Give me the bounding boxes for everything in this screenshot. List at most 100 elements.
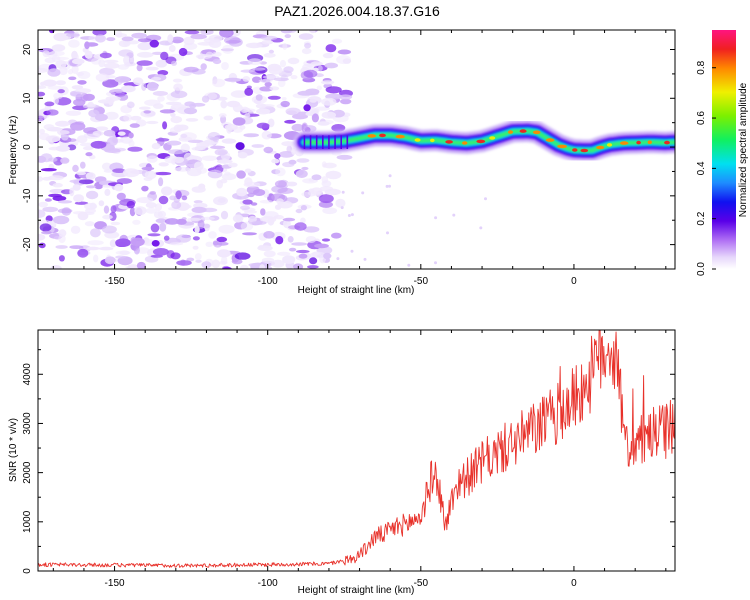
noise-blob [207,169,223,179]
signal-peak [532,130,541,135]
noise-blob [251,220,267,225]
noise-blob [200,30,214,35]
noise-blob [331,124,346,132]
noise-blob [130,115,142,121]
noise-blob [310,187,323,195]
noise-blob [106,37,116,42]
noise-blob [230,90,248,98]
noise-blob [263,231,275,239]
noise-blob [186,257,195,262]
noise-blob [137,38,152,43]
noise-blob [258,244,265,249]
noise-blob [325,170,342,180]
noise-blob [226,40,241,44]
noise-blob [197,41,214,46]
noise-blob [287,236,294,243]
noise-blob [170,36,184,44]
noise-blob [183,42,198,50]
noise-blob [301,166,309,171]
snr-y-axis-label: SNR (10 * v/v) [8,418,19,482]
noise-blob [260,216,277,223]
noise-blob [288,30,297,33]
noise-blob [201,95,210,103]
noise-blob [58,229,67,238]
noise-blob [144,170,157,180]
noise-blob [44,198,52,202]
noise-blob [95,126,109,131]
noise-blob [90,140,107,149]
noise-blob [260,104,275,108]
noise-blob [173,124,183,132]
noise-blob [294,222,307,231]
noise-blob [205,241,214,247]
noise-blob [161,186,173,196]
noise-blob [44,101,55,107]
noise-blob [132,219,141,225]
noise-blob [207,131,221,141]
noise-blob [60,157,70,164]
noise-blob [152,91,168,96]
noise-blob [271,259,285,268]
noise-blob [295,169,308,178]
noise-blob [155,138,170,142]
noise-blob [42,206,59,213]
noise-blob [98,59,106,68]
noise-blob [78,179,94,185]
noise-blob [183,107,198,115]
noise-blob [57,89,65,94]
noise-blob [170,116,183,124]
noise-dot [361,191,365,195]
y-tick-label: 1000 [22,510,33,533]
spectrogram-x-ticks: -150 -100 -50 0 [52,30,667,287]
noise-blob [298,253,308,259]
noise-blob [151,76,162,81]
noise-blob [240,221,254,231]
noise-blob [336,154,353,160]
noise-blob [214,148,228,156]
noise-blob [271,158,280,164]
noise-blob [242,76,251,82]
y-tick-label: 0 [22,568,33,574]
noise-dot [340,206,344,210]
noise-blob [154,171,172,176]
noise-dot [350,213,354,217]
noise-blob [291,242,308,246]
signal-peak [545,138,555,142]
noise-blob [155,59,168,68]
noise-blob [193,200,203,204]
colorbar: 0.0 0.2 0.4 0.6 0.8 Normalized spectral ampl… [696,30,749,276]
noise-blob [183,66,199,73]
noise-blob [256,122,270,129]
noise-blob [77,211,89,221]
noise-blob [181,195,188,201]
noise-blob [122,168,140,178]
noise-blob [279,59,287,68]
noise-blob [123,114,133,122]
noise-blob [141,82,147,91]
noise-blob [262,75,280,79]
noise-blob [151,142,161,150]
noise-blob [260,208,266,216]
noise-blob [194,253,202,261]
noise-blob [244,87,254,96]
noise-blob [300,217,306,224]
noise-blob [324,62,338,69]
noise-blob [104,256,116,265]
noise-blob [70,91,87,97]
noise-blob [211,259,220,269]
noise-blob [268,49,274,54]
colorbar-ticks: 0.0 0.2 0.4 0.6 0.8 [696,60,716,276]
noise-blob [157,95,165,102]
noise-blob [143,110,151,114]
noise-blob [281,97,287,101]
spectrogram-y-axis-label: Frequency (Hz) [8,116,19,185]
snr-x-ticks: -150 -100 -50 0 [52,330,667,589]
noise-blob [247,58,262,66]
noise-blob [136,60,153,66]
noise-blob [98,246,114,251]
signal-peak [580,148,589,153]
noise-blob [149,39,159,48]
noise-blob [39,223,52,232]
noise-blob [55,60,67,69]
signal-peak [596,145,605,150]
